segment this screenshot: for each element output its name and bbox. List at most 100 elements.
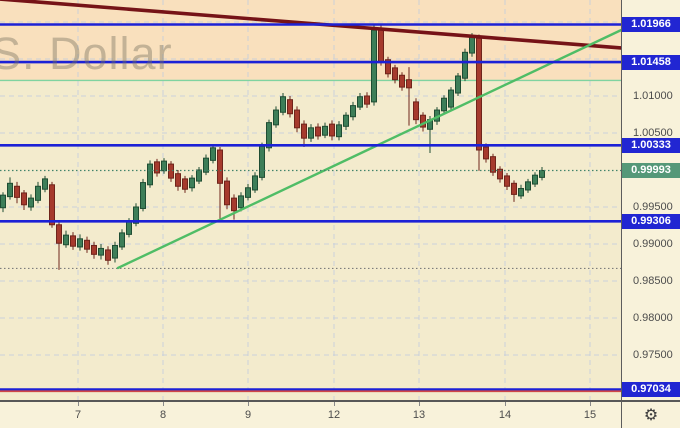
time-axis-label: 13	[412, 409, 426, 421]
candle-down	[49, 184, 55, 226]
candle-up	[42, 178, 48, 190]
candle-down	[364, 95, 370, 105]
candle-up	[357, 96, 363, 108]
time-axis-tick	[248, 402, 249, 406]
candle-up	[266, 122, 272, 149]
candle-down	[14, 185, 20, 198]
candle-up	[455, 75, 461, 94]
time-axis-tick	[334, 402, 335, 406]
candle-down	[217, 149, 223, 184]
alert-price-badge[interactable]: 0.99306	[622, 213, 680, 229]
price-axis-label: 0.98500	[633, 274, 673, 287]
settings-gear-icon[interactable]: ⚙	[643, 405, 659, 424]
candle-down	[182, 178, 188, 190]
candle-up	[252, 175, 258, 191]
candle-up	[245, 187, 251, 198]
candle-down	[70, 235, 76, 247]
candlestick-chart[interactable]	[0, 0, 621, 400]
candle-down	[287, 99, 293, 115]
candle-up	[35, 185, 41, 201]
candle-down	[476, 37, 482, 151]
symbol-watermark: S. Dollar	[0, 28, 173, 79]
candle-down	[315, 126, 321, 137]
candle-down	[385, 59, 391, 75]
candle-down	[301, 123, 307, 139]
price-axis-label: 1.01000	[633, 89, 673, 102]
candle-up	[238, 195, 244, 209]
candle-up	[189, 177, 195, 189]
candle-down	[224, 180, 230, 206]
candle-down	[497, 168, 503, 180]
price-axis-label: 0.97500	[633, 349, 673, 361]
alert-price-badge[interactable]: 1.00333	[622, 137, 680, 153]
candle-down	[490, 156, 496, 173]
candle-down	[378, 28, 384, 63]
candle-down	[504, 175, 510, 187]
candle-up	[28, 197, 34, 208]
candle-up	[140, 182, 146, 209]
candle-up	[0, 194, 6, 209]
candle-down	[406, 79, 412, 89]
candle-up	[273, 109, 279, 126]
candle-down	[420, 114, 426, 128]
candle-up	[133, 206, 139, 224]
candle-up	[7, 182, 13, 198]
candle-up	[336, 124, 342, 138]
time-axis[interactable]: 7 8 9 12 13 14 15	[0, 400, 621, 428]
price-chart-canvas[interactable]: S. Dollar	[0, 0, 621, 400]
candle-down	[294, 109, 300, 129]
candle-up	[210, 147, 216, 161]
candle-up	[308, 127, 314, 139]
price-axis-label: 0.99500	[633, 200, 673, 213]
time-axis-tick	[163, 402, 164, 406]
candle-down	[392, 67, 398, 81]
alert-price-badge[interactable]: 1.01458	[622, 54, 680, 70]
candle-up	[525, 181, 531, 191]
price-axis-label: 0.99000	[633, 237, 673, 250]
ascending-support-trendline[interactable]	[116, 28, 621, 270]
time-axis-tick	[505, 402, 506, 406]
candle-up	[98, 247, 104, 256]
candle-up	[371, 29, 377, 103]
candle-up	[343, 114, 349, 127]
candle-up	[518, 187, 524, 197]
time-axis-tick	[590, 402, 591, 406]
candle-down	[91, 244, 97, 255]
candle-up	[539, 170, 545, 178]
time-axis-label: 12	[327, 409, 341, 421]
candle-down	[154, 161, 160, 174]
time-axis-label: 8	[159, 409, 167, 421]
candle-up	[147, 163, 153, 186]
candle-up	[196, 169, 202, 182]
candle-up	[203, 157, 209, 173]
candle-down	[175, 173, 181, 187]
time-axis-tick	[419, 402, 420, 406]
price-axis-label: 1.00500	[633, 126, 673, 139]
candle-down	[105, 249, 111, 261]
alert-price-badge[interactable]: 0.97034	[622, 381, 680, 397]
candle-down	[21, 192, 27, 206]
candle-up	[112, 244, 118, 259]
time-axis-label: 14	[498, 409, 512, 421]
candle-down	[56, 224, 62, 244]
candle-down	[231, 197, 237, 212]
candle-up	[161, 160, 167, 172]
time-axis-label: 7	[74, 409, 82, 421]
candle-up	[532, 174, 538, 185]
price-axis-label: 0.98000	[633, 312, 673, 324]
axis-settings-corner: ⚙	[621, 400, 680, 428]
candle-down	[84, 239, 90, 250]
alert-price-badge[interactable]: 1.01966	[622, 16, 680, 32]
candle-down	[329, 123, 335, 137]
time-axis-label: 15	[583, 409, 597, 421]
candle-up	[469, 36, 475, 54]
current-price-badge[interactable]: 0.99993	[622, 163, 680, 178]
candle-up	[448, 89, 454, 108]
price-axis[interactable]: 1.01000 1.00500 0.99500 0.99000 0.98500 0.980…	[621, 0, 680, 400]
candle-up	[63, 234, 69, 246]
candle-up	[441, 97, 447, 112]
candle-up	[119, 232, 125, 248]
candle-up	[77, 238, 83, 248]
candle-up	[259, 145, 265, 178]
